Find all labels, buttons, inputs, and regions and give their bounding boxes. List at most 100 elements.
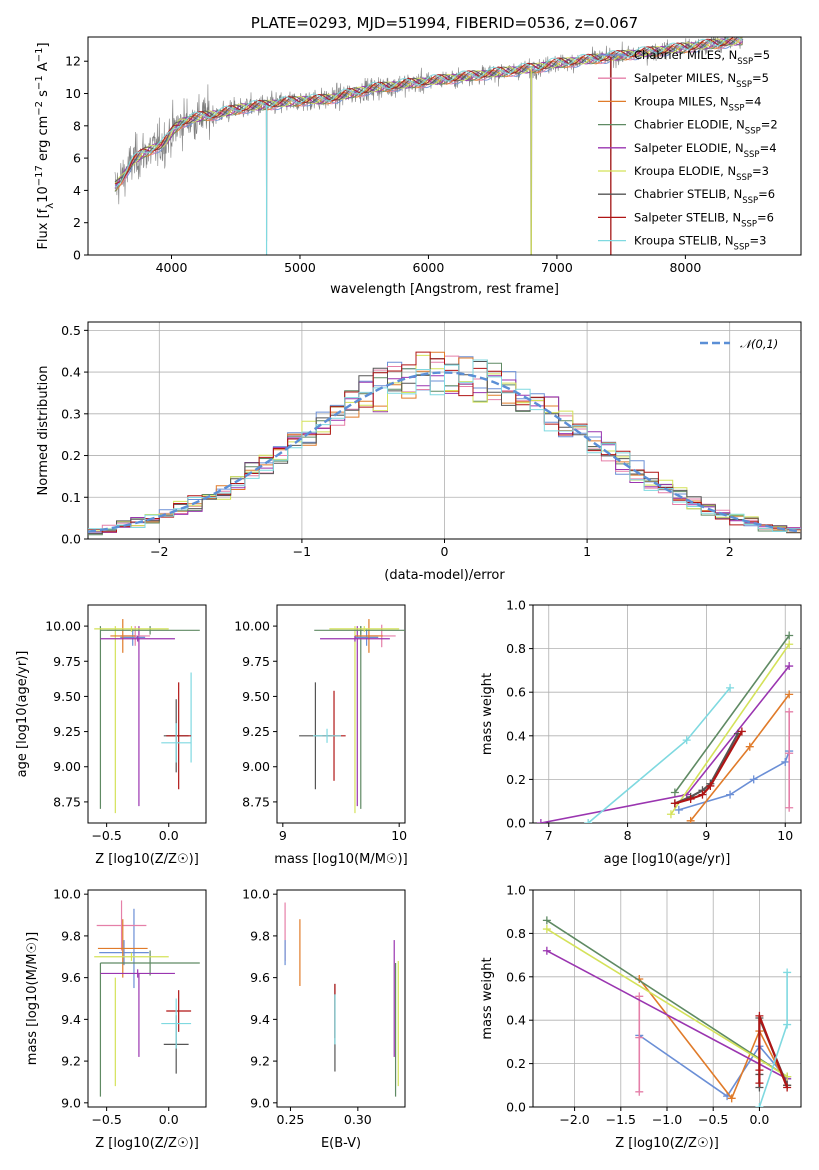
x-tick-label: 9 (279, 828, 287, 843)
legend-entry: Salpeter ELODIE, NSSP=4 (634, 141, 777, 160)
y-tick-label: 10 (65, 86, 81, 101)
model-fit-line (114, 38, 743, 192)
y-tick-label: 0.0 (506, 1100, 526, 1115)
y-tick-label: 9.0 (250, 1095, 270, 1110)
x-tick-label: −1.5 (606, 1112, 636, 1127)
weight-point-marker (749, 775, 758, 784)
y-tick-label: 10.0 (53, 887, 81, 902)
y-axis-label-part: A (36, 62, 51, 75)
y-tick-label: 2 (73, 215, 81, 230)
x-tick-label: −0.5 (91, 828, 121, 843)
axes-weight-vs-age (529, 604, 802, 827)
x-axis-label: E(B-V) (321, 1136, 361, 1151)
y-tick-label: 0.0 (61, 532, 81, 547)
y-tick-label: 9.25 (242, 724, 270, 739)
y-axis-label-part: −1 (34, 48, 45, 63)
x-tick-label: 0.0 (749, 1112, 769, 1127)
axes-frame (87, 604, 207, 824)
y-tick-label: 9.75 (242, 654, 270, 669)
y-tick-label: 8 (73, 118, 81, 133)
weight-point-marker (635, 1033, 644, 1042)
axes-frame (87, 889, 207, 1108)
y-tick-label: 9.2 (250, 1054, 270, 1069)
y-axis-label-part: −2 (34, 101, 45, 116)
y-tick-label: 9.4 (250, 1012, 270, 1027)
weight-point-marker (635, 1087, 644, 1096)
legend-n: =5 (753, 48, 770, 62)
weight-point-marker (755, 1103, 764, 1107)
weight-point-marker (670, 799, 679, 808)
model-fit-line (114, 37, 743, 185)
weight-point-marker (670, 788, 679, 797)
y-tick-label: 0.3 (61, 406, 81, 421)
legend-n: =6 (757, 210, 774, 224)
x-axis-label: (data-model)/error (384, 568, 505, 583)
axes-mass-vs-EBV (273, 889, 406, 1111)
y-axis-label-part: erg cm (36, 116, 51, 165)
weight-point-marker (785, 631, 794, 640)
x-tick-label: 7 (545, 828, 553, 843)
y-axis-label: Normed distribution (36, 366, 51, 496)
weight-point-marker (674, 805, 683, 814)
weight-series-line (758, 1015, 789, 1088)
y-tick-label: 9.2 (61, 1054, 81, 1069)
y-tick-label: 0.2 (506, 1056, 526, 1071)
y-tick-label: 1.0 (506, 598, 526, 613)
legend-entry: Kroupa STELIB, NSSP=3 (634, 234, 766, 253)
y-axis-label-part: ] (36, 42, 51, 47)
x-axis-label: Z [log10(Z/Z☉)] (615, 1136, 719, 1151)
y-tick-label: 0.0 (506, 816, 526, 831)
weight-point-marker (785, 640, 794, 649)
x-tick-label: 0.30 (344, 1112, 372, 1127)
weight-point-marker (737, 727, 746, 736)
weight-series-line (587, 687, 731, 823)
weight-point-marker (755, 1011, 764, 1020)
weight-point-marker (726, 790, 735, 799)
y-tick-label: 9.50 (53, 689, 81, 704)
y-tick-label: 8.75 (242, 794, 270, 809)
weight-series-line (546, 950, 788, 1080)
axes-residuals (84, 321, 802, 543)
y-tick-label: 0.4 (506, 1013, 526, 1028)
axes-age-vs-mass (273, 604, 406, 827)
y-tick-label: 9.00 (242, 759, 270, 774)
legend-sub: SSP (734, 243, 750, 253)
x-tick-label: 2 (726, 544, 734, 559)
x-tick-label: 6000 (413, 260, 445, 275)
weight-point-marker (666, 810, 675, 819)
y-tick-label: 9.6 (61, 970, 81, 985)
y-tick-label: 9.75 (53, 654, 81, 669)
legend-n: =3 (749, 234, 766, 248)
weight-point-marker (745, 742, 754, 751)
errorbar-plot-area (94, 900, 200, 1097)
legend-entry: Chabrier MILES, NSSP=5 (634, 48, 770, 67)
legend-label: Chabrier ELODIE, N (634, 118, 745, 132)
legend-sub: SSP (737, 57, 753, 67)
y-tick-label: 0.5 (61, 323, 81, 338)
weight-point-marker (785, 662, 794, 671)
legend-n: =4 (744, 94, 761, 108)
legend-n: =2 (761, 118, 778, 132)
y-tick-label: 0.8 (506, 641, 526, 656)
y-tick-label: 10.00 (234, 619, 270, 634)
x-tick-label: 0.25 (277, 1112, 305, 1127)
y-tick-label: 9.0 (61, 1095, 81, 1110)
x-tick-label: 7000 (541, 260, 573, 275)
y-axis-label: mass weight (480, 673, 495, 755)
model-fit-line (114, 37, 743, 188)
normal-curve (88, 371, 801, 533)
errorbar-plot-area (299, 619, 405, 814)
y-tick-label: 10.0 (242, 887, 270, 902)
weight-point-marker (726, 683, 735, 692)
y-axis-label-part: Flux [f (36, 208, 51, 249)
weight-point-marker (783, 1020, 792, 1029)
legend-sub: SSP (745, 127, 761, 137)
y-axis-label-part: −17 (34, 165, 45, 186)
legend-n: =3 (752, 164, 769, 178)
weight-point-marker (682, 736, 691, 745)
weight-point-marker (542, 925, 551, 934)
x-tick-label: 4000 (156, 260, 188, 275)
y-tick-label: 0 (73, 248, 81, 263)
y-tick-label: 9.8 (61, 928, 81, 943)
